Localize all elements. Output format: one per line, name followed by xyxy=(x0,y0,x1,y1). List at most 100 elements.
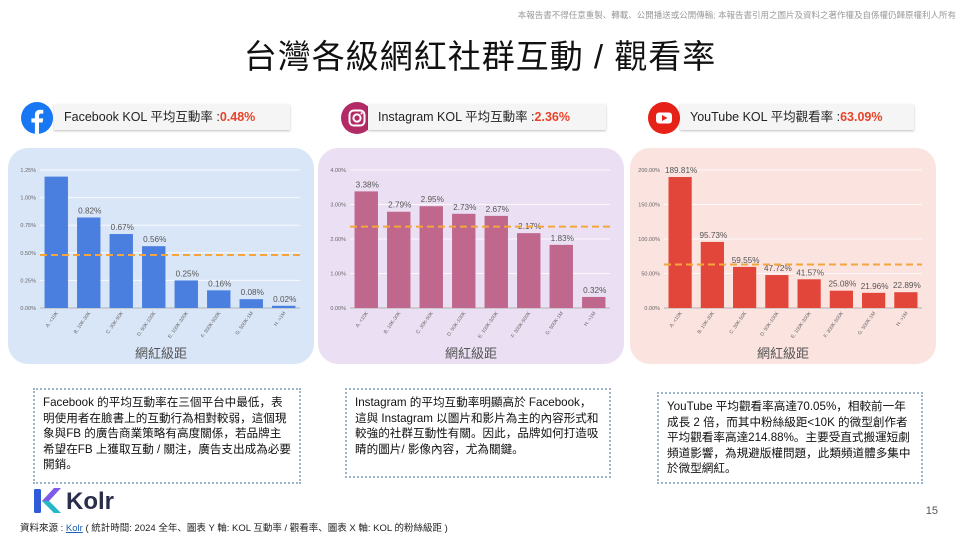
facebook-chart-panel: 0.00% 0.25% 0.50% 0.75% 1.00% 1.25% A. <10K 0.8… xyxy=(8,148,314,364)
bar xyxy=(700,241,724,308)
y-tick-label: 0.50% xyxy=(20,251,36,257)
x-tick-label: H. >1M xyxy=(583,311,597,328)
data-label: 95.73% xyxy=(699,231,727,240)
x-tick-label: A. <10K xyxy=(355,310,371,329)
x-tick-label: C. 30K-50K xyxy=(415,310,435,335)
x-tick-label: E. 100K-300K xyxy=(477,310,500,339)
y-tick-label: 0.75% xyxy=(20,223,36,229)
kolr-logo-text: Kolr xyxy=(66,488,114,515)
facebook-icon xyxy=(21,102,53,134)
data-label: 2.67% xyxy=(486,205,509,214)
bar xyxy=(44,176,68,308)
instagram-note: Instagram 的平均互動率明顯高於 Facebook，這與 Instagr… xyxy=(345,388,611,478)
x-tick-label: F. 300K-500K xyxy=(510,310,533,339)
x-tick-label: H. >1M xyxy=(895,311,909,328)
y-tick-label: 150.00% xyxy=(638,203,660,209)
data-label: 25.08% xyxy=(828,280,856,289)
data-label: 0.32% xyxy=(583,286,606,295)
x-tick-label: A. <10K xyxy=(669,310,685,329)
data-label: 41.57% xyxy=(796,268,824,277)
source-detail: ( 統計時間: 2024 全年、圖表 Y 軸: KOL 互動率 / 觀看率、圖表… xyxy=(82,523,448,534)
data-label: 0.02% xyxy=(273,295,296,304)
x-axis-title: 網紅級距 xyxy=(757,346,809,361)
page-title: 台灣各級網紅社群互動 / 觀看率 xyxy=(243,38,717,75)
bar xyxy=(517,233,541,308)
source-prefix: 資料來源 : xyxy=(20,523,66,534)
facebook-bar-chart: 0.00% 0.25% 0.50% 0.75% 1.00% 1.25% A. <10K 0.8… xyxy=(20,168,300,361)
bar xyxy=(862,292,886,308)
youtube-icon xyxy=(648,102,680,134)
disclaimer: 本報告書不得任意重製、轉載、公開播送或公開傳輸; 本報告書引用之圖片及資料之著作… xyxy=(517,10,956,20)
data-label: 1.83% xyxy=(551,234,574,243)
bar xyxy=(272,305,296,308)
x-axis-title: 網紅級距 xyxy=(135,346,187,361)
y-tick-label: 1.25% xyxy=(20,168,36,174)
y-tick-label: 100.00% xyxy=(638,237,660,243)
bar xyxy=(142,246,166,308)
youtube-avg-header: YouTube KOL 平均觀看率 :63.09% xyxy=(680,104,914,130)
y-tick-label: 1.00% xyxy=(20,196,36,202)
header-value: 2.36% xyxy=(534,110,570,124)
x-tick-label: C. 30K-50K xyxy=(105,310,125,335)
youtube-note: YouTube 平均觀看率高達70.05%，相較前一年成長 2 倍，而其中粉絲級… xyxy=(657,392,923,484)
data-label: 0.16% xyxy=(208,279,231,288)
source-note: 資料來源 : Kolr ( 統計時間: 2024 全年、圖表 Y 軸: KOL … xyxy=(20,520,448,534)
data-label: 0.67% xyxy=(111,223,134,232)
data-label: 3.38% xyxy=(356,180,379,189)
bar xyxy=(797,279,821,308)
header-label: Instagram KOL 平均互動率 : xyxy=(378,110,535,124)
x-tick-label: A. <10K xyxy=(45,310,61,329)
x-tick-label: E. 100K-300K xyxy=(790,310,813,339)
kolr-logo-icon xyxy=(34,488,61,513)
bar xyxy=(733,266,757,308)
bar xyxy=(668,177,692,308)
data-label: 0.25% xyxy=(176,269,199,278)
bar xyxy=(894,292,918,308)
x-tick-label: B. 10K-30K xyxy=(73,310,93,335)
x-tick-label: H. >1M xyxy=(273,311,287,328)
source-link[interactable]: Kolr xyxy=(65,523,83,534)
y-tick-label: 0.00% xyxy=(644,306,660,312)
data-label: 0.56% xyxy=(143,235,166,244)
y-tick-label: 2.00% xyxy=(330,237,346,243)
youtube-bar-chart: 0.00% 50.00% 100.00% 150.00% 200.00% 189.81% A… xyxy=(638,166,922,361)
bar xyxy=(174,280,198,308)
bar xyxy=(239,299,263,308)
y-tick-label: 4.00% xyxy=(330,168,346,174)
data-label: 2.73% xyxy=(453,203,476,212)
data-label: 21.96% xyxy=(861,282,889,291)
facebook-note: Facebook 的平均互動率在三個平台中最低，表明使用者在臉書上的互動行為相對… xyxy=(33,388,301,484)
instagram-icon xyxy=(341,102,373,134)
y-tick-label: 0.00% xyxy=(330,306,346,312)
y-tick-label: 0.00% xyxy=(20,306,36,312)
x-tick-label: F. 300K-500K xyxy=(200,310,223,339)
data-label: 47.72% xyxy=(764,264,792,273)
y-tick-label: 200.00% xyxy=(638,168,660,174)
data-label: 2.95% xyxy=(421,195,444,204)
data-label: 59.55% xyxy=(732,256,760,265)
data-label: 2.79% xyxy=(388,201,411,210)
bar xyxy=(207,290,231,308)
header-value: 0.48% xyxy=(219,110,256,124)
header-label: Facebook KOL 平均互動率 : xyxy=(64,110,220,124)
bar xyxy=(549,244,573,308)
bar xyxy=(484,215,508,308)
data-label: 189.81% xyxy=(665,166,697,175)
facebook-avg-header: Facebook KOL 平均互動率 :0.48% xyxy=(54,104,290,130)
y-tick-label: 1.00% xyxy=(330,272,346,278)
header-label: YouTube KOL 平均觀看率 : xyxy=(690,110,841,124)
instagram-bar-chart: 0.00% 1.00% 2.00% 3.00% 4.00% 3.38% A. <10K 2.7… xyxy=(330,168,610,361)
x-tick-label: B. 10K-30K xyxy=(696,310,716,335)
y-tick-label: 0.25% xyxy=(20,278,36,284)
y-tick-label: 50.00% xyxy=(641,272,660,278)
instagram-chart-panel: 0.00% 1.00% 2.00% 3.00% 4.00% 3.38% A. <10K 2.7… xyxy=(318,148,624,364)
x-tick-label: G. 500K-1M xyxy=(235,311,255,337)
page-number: 15 xyxy=(925,505,938,517)
bar xyxy=(829,290,853,308)
x-tick-label: D. 50K-100K xyxy=(446,310,468,337)
x-tick-label: C. 30K-50K xyxy=(729,310,749,335)
instagram-avg-header: Instagram KOL 平均互動率 :2.36% xyxy=(368,104,606,130)
x-tick-label: G. 500K-1M xyxy=(545,311,565,337)
data-label: 0.08% xyxy=(241,288,264,297)
bar xyxy=(765,275,789,308)
